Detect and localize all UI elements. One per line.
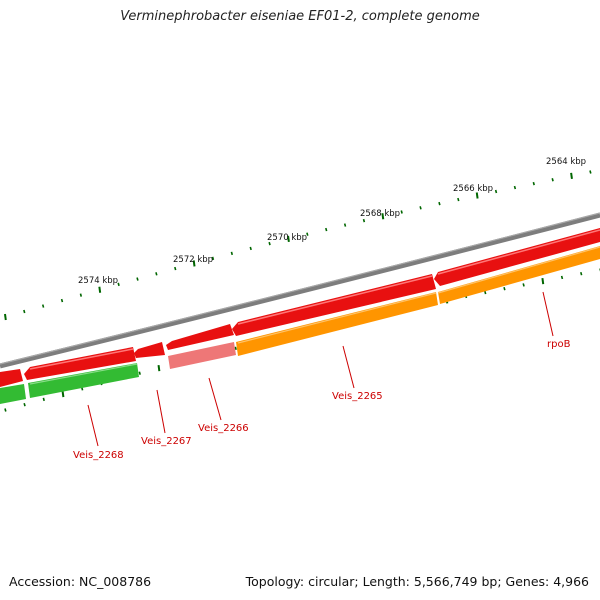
- scale-tick: [4, 313, 7, 321]
- gene-label-veis-2267[interactable]: Veis_2267: [141, 436, 192, 447]
- scale-tick: [475, 192, 479, 199]
- scale-tick: [60, 298, 64, 303]
- kbp-label-2574: 2574 kbp: [78, 276, 118, 286]
- scale-tick: [362, 218, 366, 223]
- gene-label-rpoB[interactable]: rpoB: [547, 339, 571, 350]
- map-title: Verminephrobacter eiseniae EF01-2, compl…: [120, 9, 480, 24]
- gene-label-veis-2268[interactable]: Veis_2268: [73, 450, 124, 461]
- scale-tick: [306, 232, 309, 236]
- scale-tick: [79, 293, 83, 297]
- scale-tick: [551, 178, 554, 182]
- gene-arrow-fwd-2: [232, 274, 436, 336]
- scale-tick: [4, 408, 7, 412]
- reverse-strand-genes: [0, 246, 600, 404]
- scale-tick: [503, 286, 506, 291]
- scale-tick: [343, 223, 347, 227]
- gene-label-veis-2266[interactable]: Veis_2266: [198, 423, 249, 434]
- gene-arrow-fwd-6: [0, 369, 23, 387]
- scale-tick: [419, 206, 422, 210]
- scale-tick: [589, 170, 592, 174]
- scale-tick: [484, 290, 487, 295]
- scale-tick: [560, 275, 564, 280]
- scale-tick: [174, 266, 177, 271]
- scale-tick: [268, 241, 271, 246]
- scale-tick: [570, 172, 573, 180]
- scale-tick: [23, 309, 26, 314]
- gene-arrow-fwd-1: [434, 228, 600, 286]
- kbp-label-2568: 2568 kbp: [360, 209, 400, 219]
- scale-tick: [157, 364, 161, 372]
- topology-text: Topology: circular; Length: 5,566,749 bp…: [245, 574, 589, 589]
- scale-tick: [211, 256, 215, 261]
- gene-arrow-fwd-5: [24, 347, 136, 380]
- kbp-label-2570: 2570 kbp: [267, 233, 307, 243]
- scale-tick: [457, 197, 460, 202]
- scale-tick: [155, 272, 158, 276]
- kbp-label-2566: 2566 kbp: [453, 184, 493, 194]
- gene-arrow-rpoB: [438, 246, 600, 304]
- scale-tick: [138, 371, 141, 375]
- scale-tick: [438, 201, 441, 206]
- gene-arrow-veis-2266: [168, 342, 236, 369]
- scale-tick: [494, 189, 498, 194]
- gene-arrow-fwd-4: [134, 342, 165, 358]
- scale-tick: [532, 181, 535, 186]
- gene-label-veis-2265[interactable]: Veis_2265: [332, 391, 383, 402]
- accession-text: Accession: NC_008786: [9, 574, 152, 589]
- scale-tick: [192, 260, 196, 267]
- scale-tick: [98, 286, 102, 293]
- scale-tick: [522, 283, 525, 287]
- scale-tick: [230, 251, 234, 256]
- gene-labels: rpoB Veis_2265 Veis_2266 Veis_2267 Veis_…: [73, 339, 571, 461]
- scale-tick: [117, 282, 120, 287]
- scale-tick: [234, 346, 237, 351]
- scale-tick: [325, 227, 328, 232]
- scale-tick: [249, 246, 252, 251]
- scale-tick: [381, 213, 385, 220]
- scale-tick: [513, 185, 517, 190]
- kbp-label-2572: 2572 kbp: [173, 255, 213, 265]
- scale-tick: [580, 272, 583, 276]
- gene-arrow-veis-2265: [236, 292, 438, 356]
- gene-arrow-veis-2268: [0, 384, 26, 404]
- scale-tick: [42, 397, 45, 402]
- scale-tick: [287, 235, 290, 242]
- gene-arrow-veis-2267: [28, 363, 139, 398]
- scale-tick: [61, 390, 65, 398]
- kbp-labels: 2564 kbp 2566 kbp 2568 kbp 2570 kbp 2572…: [78, 157, 586, 286]
- scale-tick: [400, 210, 403, 214]
- gene-label-leaders: [87, 291, 554, 447]
- scale-tick: [136, 277, 139, 281]
- scale-tick: [541, 278, 545, 285]
- scale-tick: [23, 402, 26, 407]
- forward-strand-genes: [0, 228, 600, 387]
- scale-tick: [41, 304, 45, 308]
- genome-backbone: [0, 212, 600, 369]
- gene-arrow-fwd-3: [166, 324, 234, 350]
- kbp-label-2564: 2564 kbp: [546, 157, 586, 167]
- scale-ticks: [4, 170, 592, 321]
